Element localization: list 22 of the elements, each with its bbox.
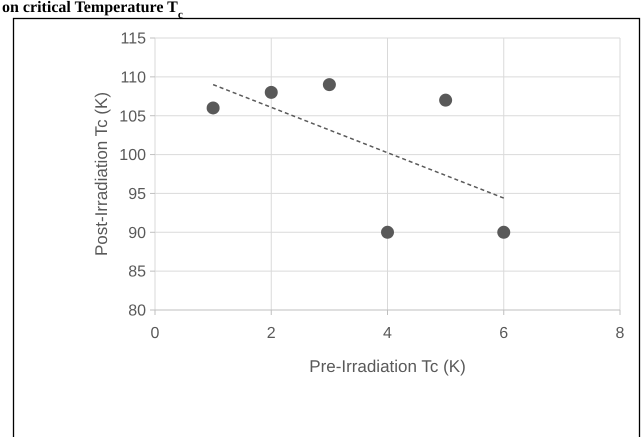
y-tick-label: 110	[120, 69, 146, 86]
x-tick-label: 8	[616, 325, 625, 342]
x-axis-title: Pre-Irradiation Tc (K)	[309, 357, 466, 376]
y-tick-label: 100	[119, 147, 146, 164]
point	[206, 101, 220, 114]
point	[381, 226, 394, 239]
y-tick-label: 115	[120, 30, 146, 48]
y-tick-label: 80	[128, 302, 146, 320]
y-tick-label: 85	[128, 264, 146, 281]
x-tick-label: 0	[150, 325, 160, 342]
point	[322, 78, 336, 92]
x-tick-label: 2	[266, 325, 276, 342]
point	[264, 86, 278, 99]
y-axis-title: Post-Irradiation Tc (K)	[92, 92, 111, 256]
x-tick-label: 6	[499, 325, 508, 342]
y-tick-label: 95	[128, 186, 146, 204]
chart-title: on critical Temperature T$_{c}$	[2, 0, 183, 21]
point	[497, 226, 510, 239]
y-tick-label: 105	[119, 108, 146, 126]
x-tick-label: 4	[383, 325, 392, 342]
y-tick-label: 90	[128, 224, 146, 242]
point	[439, 94, 452, 107]
